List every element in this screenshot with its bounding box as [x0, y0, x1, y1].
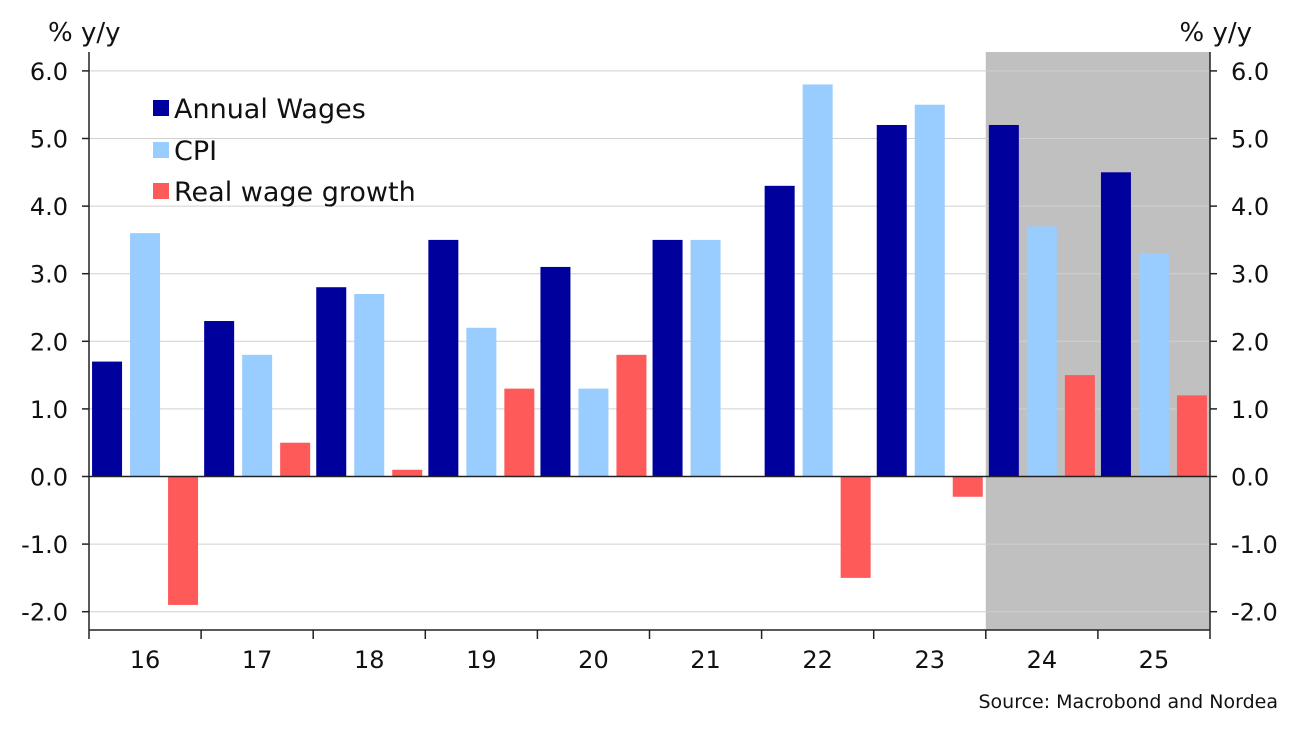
x-axis-ticks: 16 17 18 19 20 21 22 23 24 25 [88, 630, 1211, 674]
bar-annual-wages-22 [764, 185, 795, 477]
bar-cpi-16 [130, 233, 161, 477]
y-tick-label-left: 1.0 [30, 396, 68, 424]
x-tick-label-19: 19 [466, 646, 497, 674]
y-tick-label-left: 0.0 [30, 464, 68, 492]
bar-cpi-25 [1138, 253, 1169, 477]
x-tick-label-22: 22 [802, 646, 833, 674]
y-tick-label-right: 4.0 [1231, 193, 1269, 221]
x-tick-label-23: 23 [914, 646, 945, 674]
x-tick-label-16: 16 [130, 646, 161, 674]
x-tick-label-20: 20 [578, 646, 609, 674]
bar-cpi-23 [914, 104, 945, 477]
legend-swatch-cpi [153, 142, 169, 158]
x-tick-label-25: 25 [1139, 646, 1170, 674]
bar-annual-wages-21 [652, 239, 683, 477]
y-tick-label-right: 2.0 [1231, 328, 1269, 356]
y-tick-label-right: -2.0 [1231, 599, 1278, 627]
bar-real-wage-growth-16 [168, 476, 199, 605]
bar-cpi-17 [242, 354, 273, 477]
bar-cpi-21 [690, 239, 721, 477]
x-tick-label-18: 18 [354, 646, 385, 674]
legend-label-annual-wages: Annual Wages [174, 94, 366, 125]
source-note: Source: Macrobond and Nordea [978, 691, 1278, 713]
bar-annual-wages-17 [204, 321, 235, 477]
bar-real-wage-growth-23 [952, 476, 983, 497]
bar-cpi-24 [1026, 226, 1057, 477]
bar-real-wage-growth-18 [392, 469, 423, 477]
y-tick-label-left: -2.0 [21, 599, 68, 627]
y-tick-label-left: 3.0 [30, 261, 68, 289]
y-axis-left-label: % y/y [48, 18, 121, 48]
bar-real-wage-growth-20 [616, 354, 647, 477]
y-axis-right-label: % y/y [1179, 18, 1252, 48]
y-tick-label-left: 5.0 [30, 126, 68, 154]
y-tick-label-left: -1.0 [21, 531, 68, 559]
bar-real-wage-growth-17 [280, 442, 311, 477]
bar-cpi-18 [354, 293, 385, 477]
y-tick-label-right: 6.0 [1231, 58, 1269, 86]
bar-cpi-20 [578, 388, 609, 477]
bar-annual-wages-25 [1100, 172, 1131, 477]
bar-annual-wages-20 [540, 266, 571, 477]
legend-label-cpi: CPI [174, 136, 217, 167]
y-tick-label-left: 6.0 [30, 58, 68, 86]
bar-annual-wages-23 [876, 124, 907, 477]
legend-swatch-annual-wages [153, 100, 169, 116]
bar-real-wage-growth-19 [504, 388, 535, 477]
bar-cpi-19 [466, 327, 497, 477]
y-tick-label-right: -1.0 [1231, 531, 1278, 559]
y-tick-label-left: 4.0 [30, 193, 68, 221]
bar-annual-wages-24 [988, 124, 1019, 477]
x-tick-label-24: 24 [1027, 646, 1058, 674]
y-tick-label-left: 2.0 [30, 328, 68, 356]
bars [92, 84, 1207, 605]
legend-swatch-real-wage-growth [153, 183, 169, 199]
y-tick-label-right: 1.0 [1231, 396, 1269, 424]
bar-real-wage-growth-24 [1064, 375, 1095, 477]
legend-label-real-wage-growth: Real wage growth [174, 177, 416, 208]
y-axis-left-ticks: 6.0 5.0 4.0 3.0 2.0 1.0 0.0 -1.0 -2.0 [21, 58, 89, 627]
y-axis-right-ticks: 6.0 5.0 4.0 3.0 2.0 1.0 0.0 -1.0 -2.0 [1210, 58, 1278, 627]
y-tick-label-right: 3.0 [1231, 261, 1269, 289]
x-tick-label-21: 21 [690, 646, 721, 674]
legend: Annual Wages CPI Real wage growth [153, 94, 416, 208]
bar-real-wage-growth-22 [840, 476, 871, 578]
bar-annual-wages-16 [92, 361, 123, 477]
x-tick-label-17: 17 [242, 646, 273, 674]
bar-cpi-22 [802, 84, 833, 477]
bar-annual-wages-19 [428, 239, 459, 477]
y-tick-label-right: 0.0 [1231, 464, 1269, 492]
y-tick-label-right: 5.0 [1231, 126, 1269, 154]
bar-real-wage-growth-25 [1176, 395, 1207, 477]
bar-annual-wages-18 [316, 287, 347, 477]
